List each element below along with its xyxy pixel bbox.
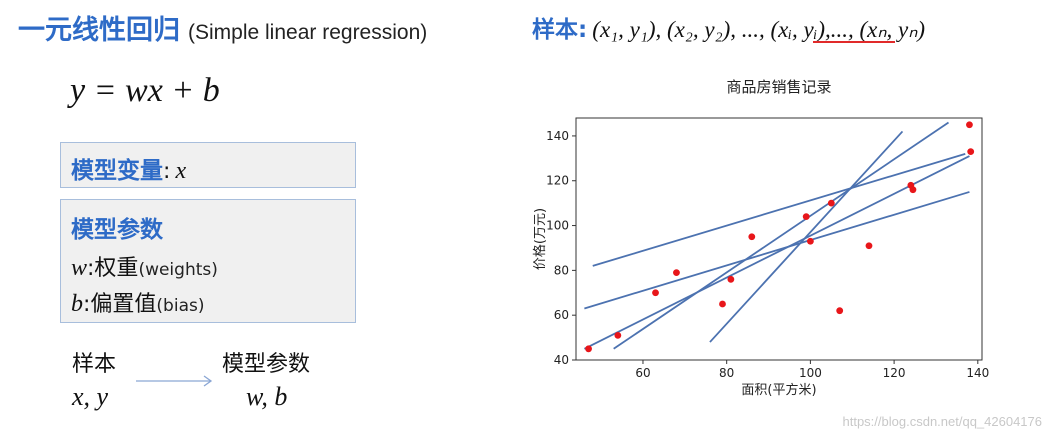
- data-point: [806, 237, 814, 245]
- title-main: 一元线性回归: [18, 15, 180, 46]
- fit-line: [584, 191, 970, 310]
- sample-colon: :: [578, 17, 588, 43]
- mapping-sample-vars: x, y: [72, 382, 109, 411]
- x-axis-ticks: 60 80 100 120 140: [635, 360, 989, 380]
- model-parameters-box: 模型参数 w:权重(weights) b:偏置值(bias): [60, 199, 356, 323]
- weight-label: :权重: [87, 256, 139, 281]
- data-point: [802, 213, 810, 220]
- chart-title: 商品房销售记录: [726, 78, 831, 96]
- x-tick-label: 80: [719, 366, 734, 380]
- model-variable-box: 模型变量: x: [60, 142, 356, 188]
- model-variable-symbol: x: [175, 158, 187, 184]
- model-equation: y = wx + b: [70, 72, 220, 109]
- x-tick-label: 60: [635, 366, 650, 380]
- highlight-underline: [813, 41, 895, 43]
- data-point: [719, 300, 726, 308]
- y-tick-label: 80: [554, 263, 569, 277]
- mapping-sample-label: 样本: [72, 352, 117, 377]
- x-axis-label: 面积(平方米): [741, 382, 816, 398]
- fit-line: [592, 152, 966, 267]
- data-point: [966, 121, 973, 129]
- data-point: [727, 275, 735, 283]
- model-variable-colon: :: [163, 159, 171, 184]
- title-english: (Simple linear regression): [188, 21, 428, 44]
- data-point: [748, 233, 756, 241]
- fit-line: [709, 130, 904, 343]
- data-point: [673, 269, 680, 277]
- weight-symbol: w: [71, 255, 88, 281]
- mapping-params-vars: w, b: [246, 382, 288, 411]
- fit-line: [583, 155, 970, 350]
- y-tick-label: 40: [554, 353, 569, 367]
- sample-label: 样本: [532, 17, 578, 43]
- sample-formula: (x₁, y₁), (x₂, y₂), ..., (xᵢ, yᵢ),..., (…: [592, 17, 926, 42]
- slide-title: 一元线性回归 (Simple linear regression): [18, 8, 427, 47]
- data-point: [865, 242, 873, 250]
- data-point: [836, 307, 844, 315]
- y-axis-label: 价格(万元): [532, 208, 548, 270]
- y-tick-label: 140: [546, 129, 569, 143]
- weight-english: (weights): [138, 260, 218, 280]
- x-tick-label: 100: [799, 366, 822, 380]
- data-point: [614, 331, 622, 339]
- mapping-arrow-icon: [136, 375, 213, 387]
- data-point: [585, 345, 592, 353]
- mapping-params-label: 模型参数: [222, 352, 311, 377]
- bias-label: :偏置值: [83, 292, 157, 317]
- watermark: https://blog.csdn.net/qq_42604176: [842, 414, 1043, 429]
- sample-header: 样本: (x₁, y₁), (x₂, y₂), ..., (xᵢ, yᵢ),..…: [532, 10, 925, 44]
- y-tick-label: 60: [554, 308, 569, 322]
- model-variable-label: 模型变量: [71, 158, 163, 184]
- bias-symbol: b: [71, 291, 83, 317]
- data-point: [909, 186, 917, 194]
- y-tick-label: 120: [546, 174, 569, 188]
- data-point: [967, 148, 975, 156]
- data-point: [652, 289, 659, 297]
- x-tick-label: 120: [883, 366, 906, 380]
- x-tick-label: 140: [966, 366, 989, 380]
- fit-lines: [583, 121, 970, 350]
- sales-scatter-chart: 商品房销售记录 40 60 80 100 120 140 60 80 100 120 140 面积…: [532, 78, 989, 398]
- y-tick-label: 100: [546, 219, 569, 233]
- model-parameters-label: 模型参数: [71, 217, 163, 243]
- fit-line: [613, 121, 950, 350]
- data-point: [827, 199, 835, 207]
- y-axis-ticks: 40 60 80 100 120 140: [546, 129, 576, 367]
- data-points: [585, 121, 975, 353]
- chart-plot-frame: [575, 117, 983, 361]
- bias-english: (bias): [156, 296, 205, 316]
